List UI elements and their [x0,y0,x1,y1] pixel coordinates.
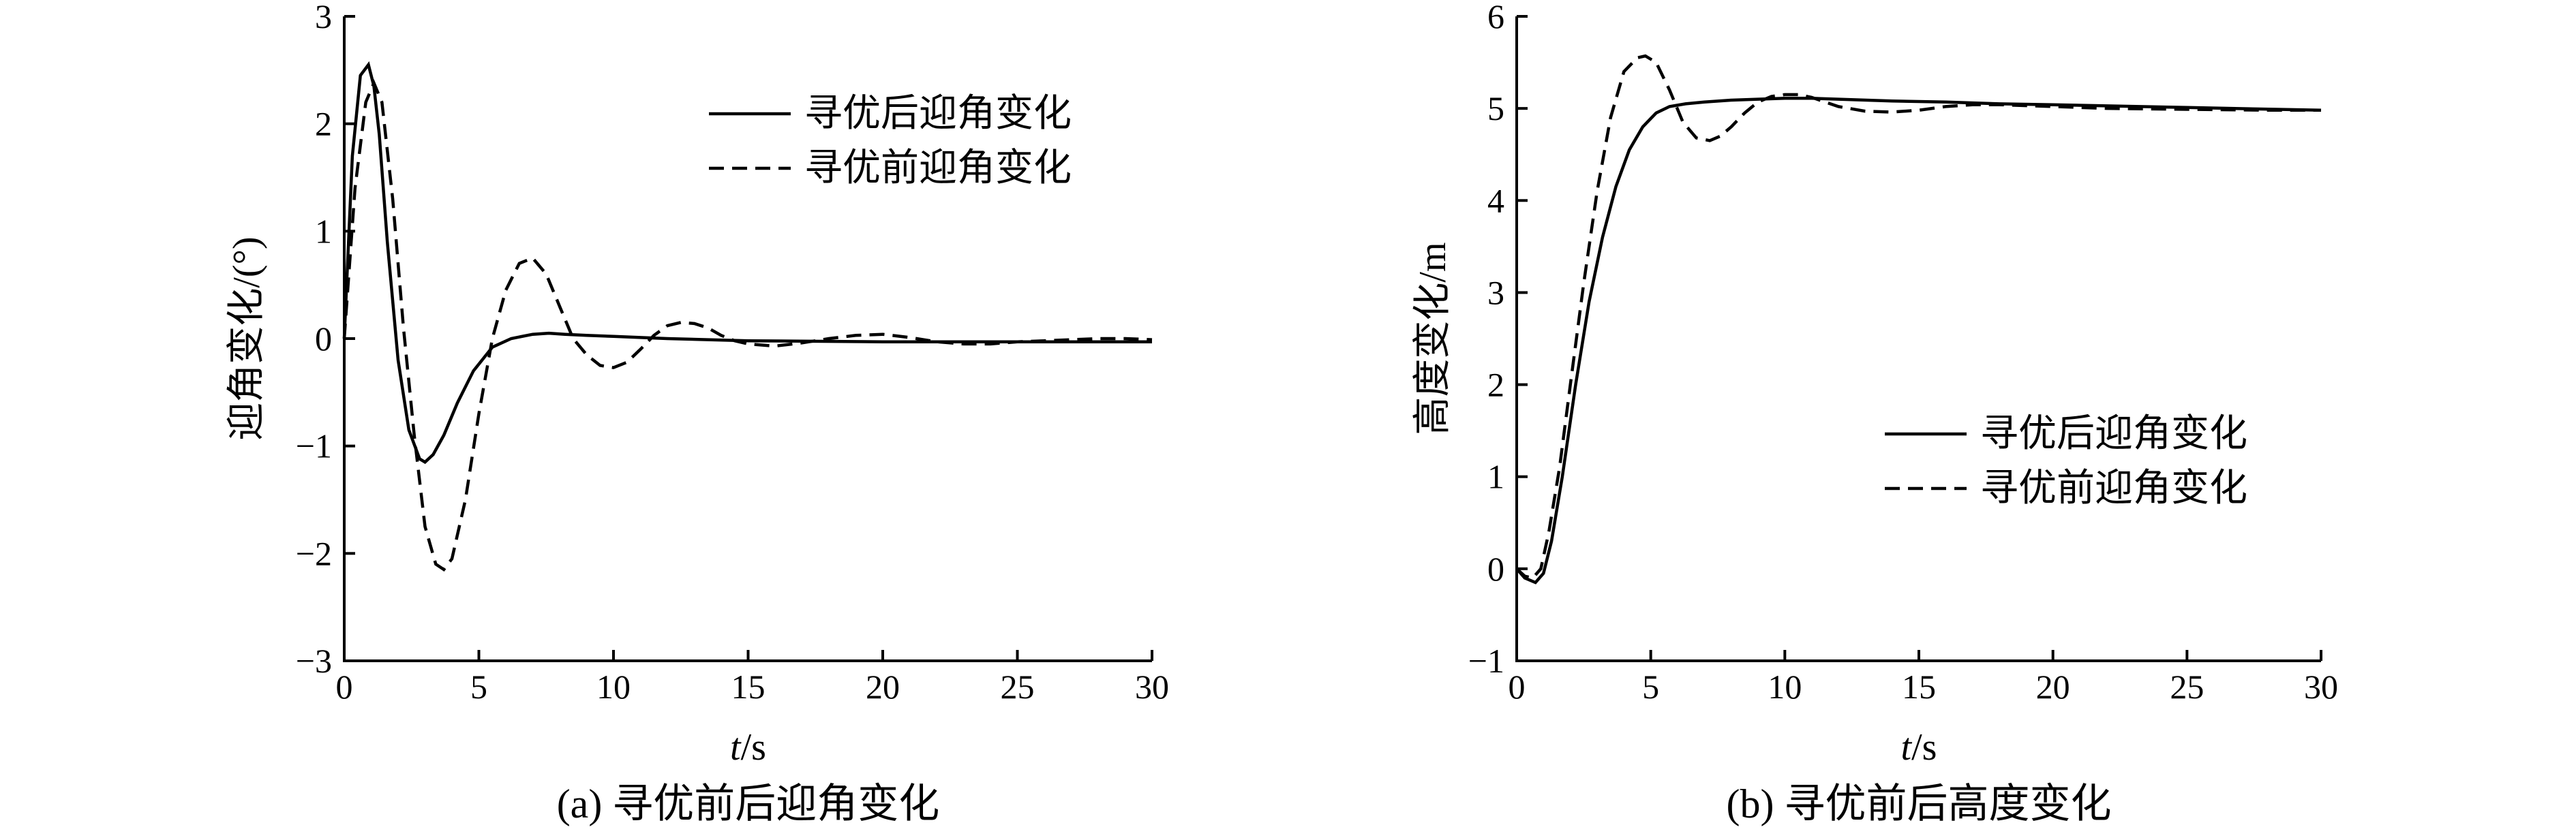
x-axis-label-variable: t [730,726,742,768]
figure-caption: (a) 寻优前后迎角变化 [557,781,940,826]
x-tick-label: 20 [2036,668,2070,706]
x-tick-label: 25 [1001,668,1035,706]
x-tick-label: 10 [1768,668,1802,706]
y-tick-label: 5 [1487,89,1504,127]
y-axis-label: 高度变化/m [1412,242,1454,435]
y-tick-label: 0 [315,320,332,358]
x-tick-label: 5 [470,668,487,706]
x-tick-label: 10 [596,668,631,706]
y-tick-label: −1 [296,427,332,465]
y-tick-label: 2 [315,105,332,143]
y-tick-label: 1 [315,212,332,250]
legend-entry-label: 寻优后迎角变化 [804,93,1072,135]
x-tick-label: 0 [1509,668,1526,706]
y-tick-label: −2 [296,534,332,572]
y-tick-label: 0 [1487,550,1504,588]
legend-entry-label: 寻优前迎角变化 [804,147,1072,189]
x-tick-label: 5 [1642,668,1659,706]
x-tick-label: 15 [731,668,766,706]
series-line-before-optimization [342,78,1153,572]
panel-a-angle-of-attack: 0 5 10 15 20 25 30 −3 −2 −1 0 1 2 3 t/s 迎角变化/(°) 寻优后迎角变化… [226,0,1169,826]
x-tick-label: 20 [866,668,900,706]
x-tick-label: 15 [1902,668,1936,706]
x-axis-label-unit: /s [1911,726,1937,768]
figure-caption: (b) 寻优前后高度变化 [1727,781,2112,826]
x-axis-label-variable: t [1901,726,1913,768]
y-axis-label: 迎角变化/(°) [226,236,268,440]
y-tick-label: 6 [1487,0,1504,35]
legend-entry-label: 寻优后迎角变化 [1980,413,2247,455]
series-line-before-optimization [1515,54,2321,580]
x-axis-label-unit: /s [741,726,766,768]
legend-entry-label: 寻优前迎角变化 [1980,467,2247,510]
x-tick-label: 30 [2304,668,2338,706]
y-tick-label: 2 [1487,366,1504,404]
y-tick-label: −1 [1468,642,1504,680]
y-tick-label: 3 [1487,273,1504,311]
series-line-after-optimization [1515,97,2322,585]
x-tick-label: 0 [336,668,353,706]
x-tick-label: 25 [2170,668,2204,706]
y-tick-label: 4 [1487,181,1504,219]
x-axis-label: t/s [730,726,766,768]
axes-frame [1515,16,2321,662]
y-tick-label: 1 [1487,458,1504,496]
x-axis-label: t/s [1901,726,1937,768]
y-tick-label: 3 [315,0,332,35]
x-tick-label: 30 [1135,668,1169,706]
y-tick-label: −3 [296,642,332,680]
